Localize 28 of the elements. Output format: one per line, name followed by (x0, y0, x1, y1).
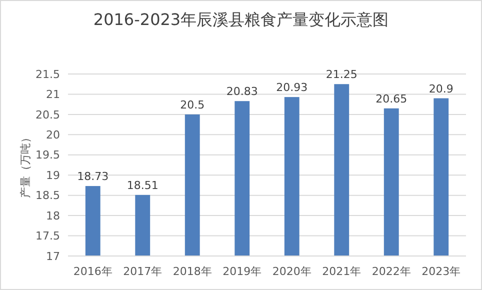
data-label: 20.65 (376, 92, 408, 106)
x-tick-label: 2019年 (222, 265, 262, 278)
data-label: 20.93 (276, 81, 308, 94)
y-tick-label: 18.5 (36, 189, 60, 202)
data-label: 18.51 (126, 178, 158, 192)
y-tick-label: 19 (46, 168, 60, 182)
data-label: 20.9 (428, 82, 454, 96)
x-tick-label: 2020年 (272, 265, 312, 278)
x-tick-label: 2022年 (372, 265, 411, 278)
x-tick-label: 2021年 (322, 265, 362, 278)
y-tick-label: 18 (46, 209, 60, 222)
data-label: 21.25 (326, 68, 358, 82)
y-tick-label: 21.5 (36, 68, 60, 81)
y-axis-title: 产量（万吨） (19, 132, 32, 198)
y-tick-label: 19.5 (36, 148, 60, 162)
y-tick-label: 21 (46, 88, 60, 102)
x-tick-label: 2018年 (172, 265, 212, 278)
data-label: 20.5 (180, 98, 205, 112)
x-tick-label: 2023年 (422, 265, 461, 278)
y-tick-label: 17.5 (36, 230, 60, 243)
data-label: 18.73 (77, 170, 109, 184)
x-tick-label: 2017年 (123, 265, 162, 278)
data-label: 20.83 (226, 85, 258, 98)
x-tick-label: 2016年 (73, 265, 112, 278)
chart-title: 2016-2023年辰溪县粮食产量变化示意图 (93, 10, 389, 29)
y-tick-label: 17 (46, 250, 60, 263)
y-tick-label: 20.5 (36, 108, 60, 122)
y-tick-label: 20 (46, 128, 60, 142)
